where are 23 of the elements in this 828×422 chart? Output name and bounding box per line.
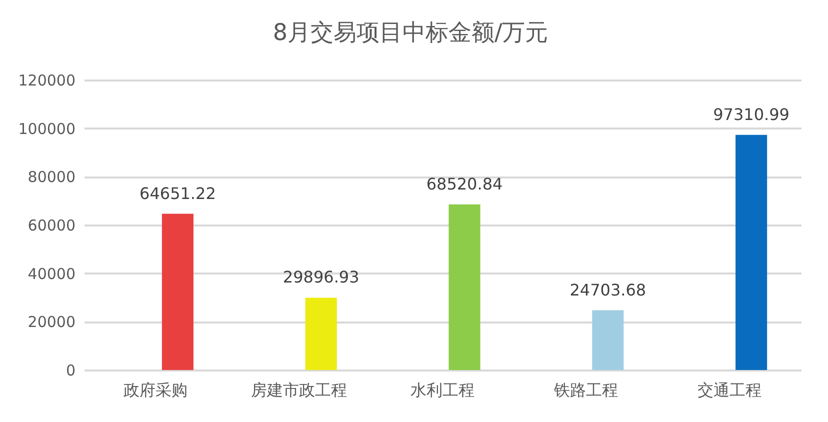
bar <box>736 134 768 370</box>
x-tick-label: 房建市政工程 <box>251 380 348 400</box>
x-tick-label: 政府采购 <box>124 380 188 400</box>
y-tick-label: 60000 <box>28 216 76 234</box>
y-tick-label: 120000 <box>18 72 76 90</box>
y-tick-label: 0 <box>66 362 76 380</box>
bar <box>162 214 194 370</box>
data-label: 97310.99 <box>713 104 790 124</box>
y-tick-label: 20000 <box>28 313 76 332</box>
chart-title: 8月交易项目中标金额/万元 <box>272 20 548 46</box>
data-label: 68520.84 <box>426 174 503 194</box>
bar <box>592 310 624 370</box>
x-tick-label: 水利工程 <box>410 380 474 400</box>
data-label: 24703.68 <box>570 280 646 300</box>
y-tick-label: 100000 <box>18 120 76 138</box>
data-label: 29896.93 <box>282 268 360 287</box>
y-tick-label: 80000 <box>28 168 76 186</box>
bar <box>448 204 480 370</box>
bar <box>305 298 337 370</box>
x-tick-label: 铁路工程 <box>552 380 618 400</box>
y-tick-label: 40000 <box>28 264 76 283</box>
data-label: 64651.22 <box>140 184 216 203</box>
x-tick-label: 交通工程 <box>697 380 762 400</box>
